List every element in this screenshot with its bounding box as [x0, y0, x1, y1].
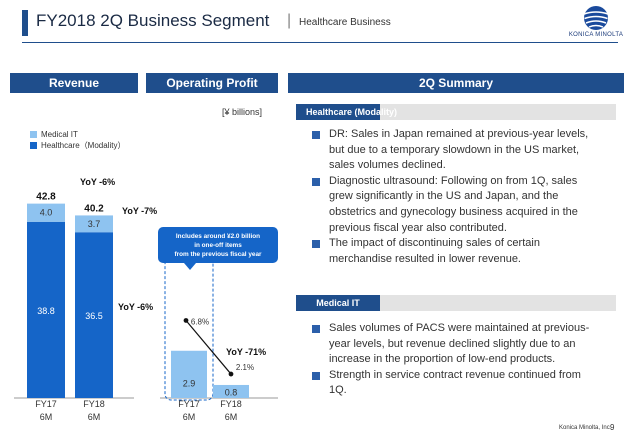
revenue-category-sublabel: 6M — [88, 412, 101, 422]
profit-value-label: 2.9 — [183, 378, 196, 388]
legend-label-modality: Healthcare（Modality） — [41, 141, 126, 150]
revenue-modality-value-label: 38.8 — [37, 306, 55, 316]
profit-category-label: FY18 — [220, 399, 242, 409]
healthcare-bullet-line: The impact of discontinuing sales of cer… — [329, 237, 540, 250]
margin-point — [228, 371, 234, 377]
medical-it-bullet-line: 1Q. — [329, 384, 347, 397]
margin-point — [183, 318, 189, 323]
revenue-bar-medical-it — [75, 215, 113, 233]
margin-line — [185, 320, 232, 375]
medical-it-section-label: Medical IT — [296, 295, 380, 311]
revenue-total-label: 40.2 — [84, 203, 104, 214]
logo-globe-icon — [583, 6, 609, 30]
profit-category-label: FY17 — [178, 399, 200, 409]
revenue-bar-medical-it — [27, 203, 65, 222]
callout-line: in one-off items — [194, 242, 242, 249]
revenue-bar-modality — [27, 221, 65, 398]
margin-value-label: 6.8% — [191, 317, 209, 326]
medical-it-section-header: Medical IT — [296, 295, 616, 311]
profit-bar — [213, 384, 249, 398]
revenue-modality-value-label: 36.5 — [85, 311, 103, 321]
healthcare-bullet-2: Diagnostic ultrasound: Following on from… — [312, 174, 624, 236]
healthcare-section-header: Healthcare (Modality) — [296, 104, 616, 120]
healthcare-bullet-line: obstetrics and gynecology business acqui… — [329, 205, 578, 218]
margin-value-label: 2.1% — [236, 363, 254, 372]
logo-text: KONICA MINOLTA — [568, 32, 624, 38]
legend-item-modality: Healthcare（Modality） — [30, 140, 125, 151]
title-bar: FY2018 2Q Business Segment | Healthcare … — [0, 0, 640, 52]
callout-pointer — [184, 263, 196, 270]
medical-it-bullet-list: Sales volumes of PACS were maintained at… — [312, 321, 624, 399]
legend-label-medical-it: Medical IT — [41, 130, 78, 139]
healthcare-bullet-line: Diagnostic ultrasound: Following on from… — [329, 174, 578, 187]
page-number: 9 — [610, 423, 615, 432]
page-title: FY2018 2Q Business Segment — [36, 11, 270, 30]
unit-label: [¥ billions] — [222, 107, 263, 117]
medical-it-bullet-line: increase in the proportion of low-end pr… — [329, 353, 556, 366]
healthcare-bullet-line: DR: Sales in Japan remained at previous-… — [329, 128, 589, 140]
profit-category-sublabel: 6M — [183, 412, 196, 422]
healthcare-bullet-line: sales volumes declined. — [329, 159, 446, 172]
medical-it-bullet-line: year levels, but revenue declined slight… — [329, 337, 576, 350]
footer-company: Konica Minolta, Inc. — [559, 425, 612, 431]
revenue-category-label: FY18 — [83, 399, 105, 409]
profit-value-label: 0.8 — [225, 387, 238, 397]
healthcare-bullet-line: grew significantly in the US and Japan, … — [329, 190, 559, 203]
chart-legend: Medical IT Healthcare（Modality） — [30, 129, 125, 151]
title-underline — [22, 42, 618, 43]
revenue-header: Revenue — [10, 73, 138, 93]
revenue-total-yoy-label: YoY -6% — [80, 177, 115, 187]
medical-it-bullet-2: Strength in service contract revenue con… — [312, 368, 624, 399]
medical-it-bullet-line: Sales volumes of PACS were maintained at… — [329, 322, 590, 334]
callout-line: Includes around ¥2.0 billion — [176, 233, 260, 240]
profit-yoy-label: YoY -71% — [226, 347, 266, 357]
page-subtitle: Healthcare Business — [299, 17, 391, 28]
summary-header: 2Q Summary — [288, 73, 624, 93]
healthcare-bullet-line: previous fiscal year also contributed. — [329, 221, 507, 234]
callout-line: from the previous fiscal year — [174, 251, 262, 258]
profit-bar — [171, 350, 207, 398]
healthcare-bullet-list: DR: Sales in Japan remained at previous-… — [312, 127, 624, 267]
healthcare-section-label: Healthcare (Modality) — [296, 104, 397, 120]
legend-item-medical-it: Medical IT — [30, 129, 125, 140]
bullet-marker-icon — [312, 131, 320, 139]
callout-box — [158, 227, 278, 263]
bullet-marker-icon — [312, 371, 320, 380]
revenue-modality-yoy-label: YoY -6% — [118, 302, 153, 312]
revenue-category-sublabel: 6M — [40, 412, 53, 422]
healthcare-bullet-line: but due to a temporary slowdown in the U… — [329, 143, 580, 156]
company-logo: KONICA MINOLTA — [556, 4, 636, 42]
bullet-marker-icon — [312, 325, 320, 333]
legend-swatch-modality — [30, 142, 37, 149]
revenue-medical-it-value-label: 3.7 — [88, 219, 101, 229]
bullet-marker-icon — [312, 177, 320, 186]
healthcare-bullet-line: merchandise resulted in lower revenue. — [329, 252, 521, 265]
legend-swatch-medical-it — [30, 131, 37, 138]
title-accent-bar — [22, 10, 28, 36]
healthcare-bullet-3: The impact of discontinuing sales of cer… — [312, 236, 624, 267]
revenue-bar-modality — [75, 232, 113, 398]
revenue-medical-it-value-label: 4.0 — [40, 208, 53, 218]
medical-it-bullet-line: Strength in service contract revenue con… — [329, 368, 581, 381]
operating-profit-header: Operating Profit — [146, 73, 278, 93]
profit-category-sublabel: 6M — [225, 412, 238, 422]
title-separator: | — [287, 12, 292, 29]
revenue-medical-it-yoy-label: YoY -7% — [122, 206, 157, 216]
bullet-marker-icon — [312, 240, 320, 249]
healthcare-bullet-1: DR: Sales in Japan remained at previous-… — [312, 127, 624, 174]
revenue-category-label: FY17 — [35, 399, 57, 409]
revenue-total-label: 42.8 — [36, 192, 56, 203]
medical-it-bullet-1: Sales volumes of PACS were maintained at… — [312, 321, 624, 368]
